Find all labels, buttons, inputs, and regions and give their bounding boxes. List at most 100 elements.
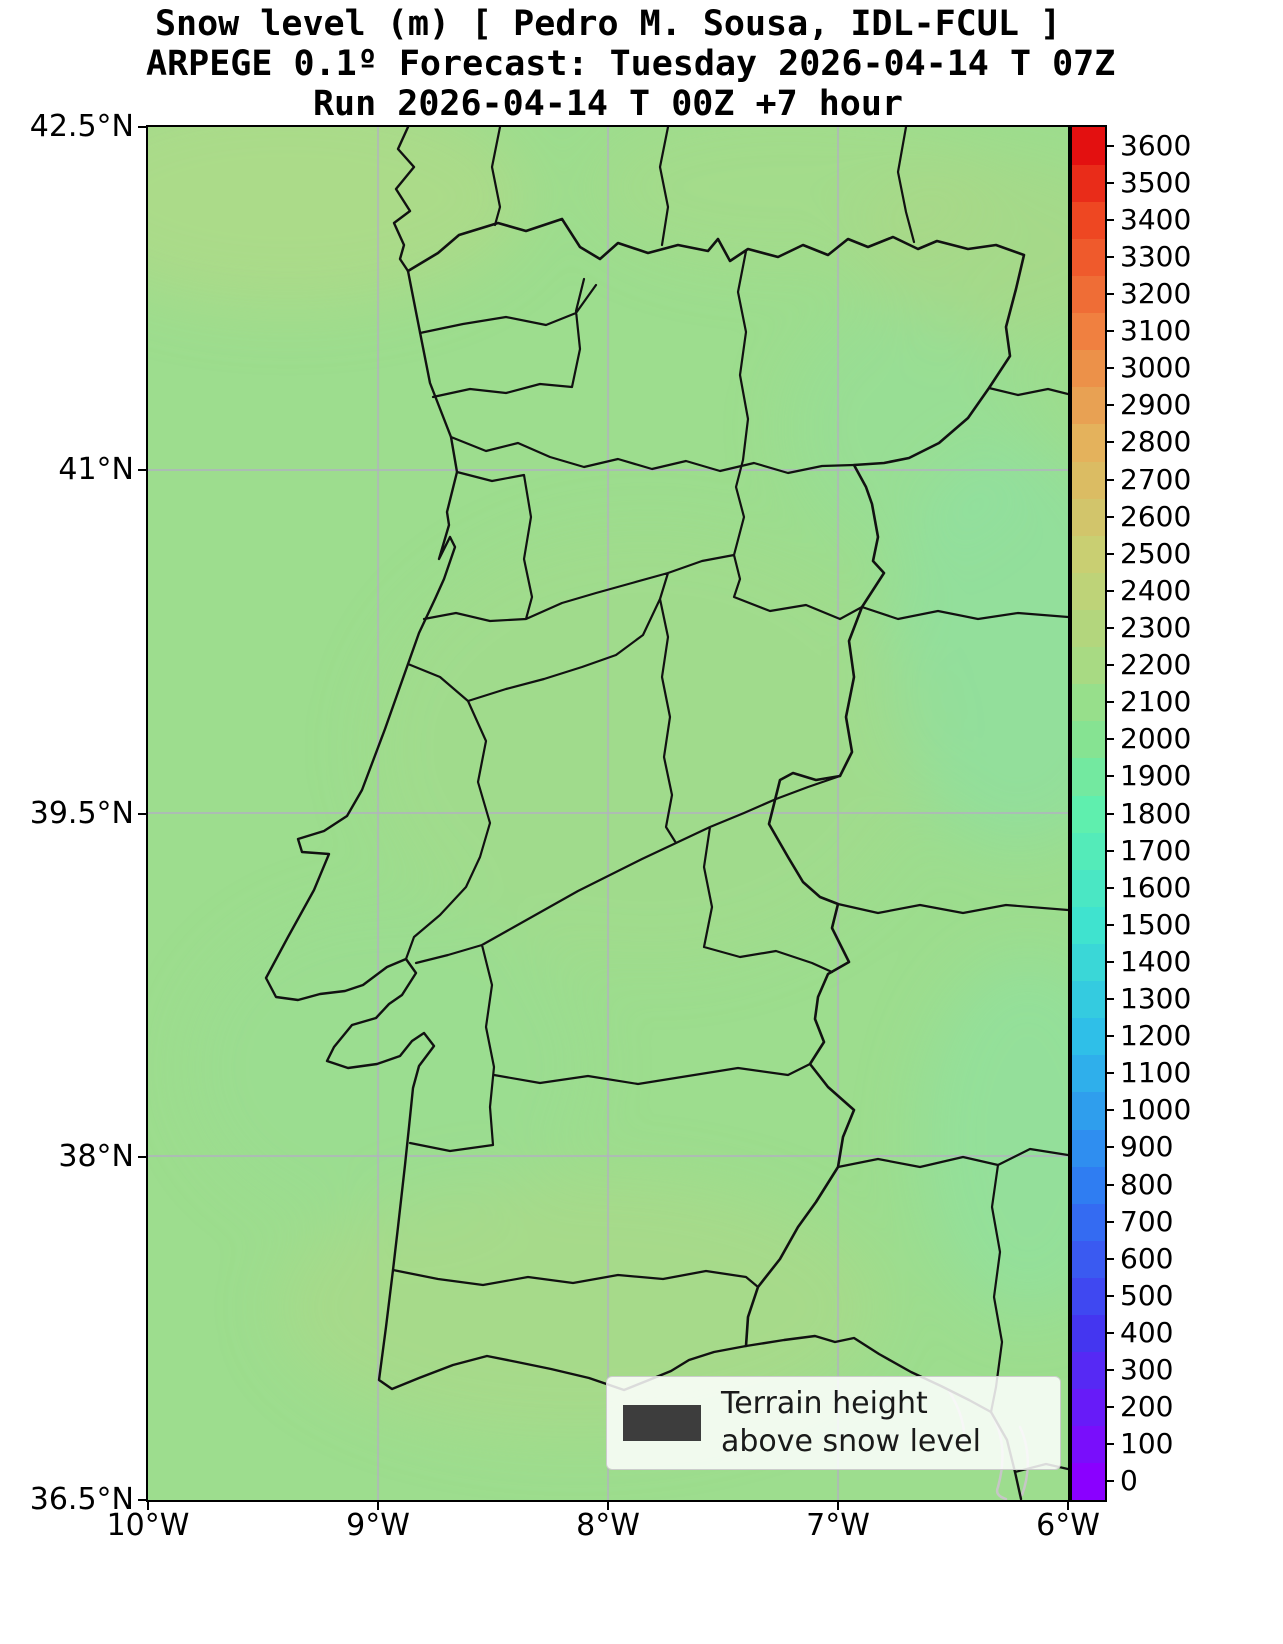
- lat-tick-mark: [138, 1499, 146, 1501]
- colorbar-tick-mark: [1105, 478, 1114, 481]
- district-boundaries-path: [391, 249, 864, 1289]
- colorbar-tick-mark: [1105, 1443, 1114, 1446]
- map-legend: Terrain height above snow level: [606, 1376, 1061, 1470]
- colorbar-tick-mark: [1105, 404, 1114, 407]
- colorbar-tick-label: 1900: [1120, 759, 1192, 793]
- colorbar-cell: [1072, 646, 1105, 685]
- colorbar-tick-mark: [1105, 701, 1114, 704]
- colorbar-tick-label: 600: [1120, 1241, 1174, 1275]
- lat-tick-label: 41°N: [58, 452, 134, 488]
- colorbar-tick-label: 1600: [1120, 870, 1192, 904]
- colorbar-cell: [1072, 498, 1105, 536]
- colorbar-tick-label: 1500: [1120, 907, 1192, 941]
- colorbar-tick-label: 500: [1120, 1278, 1174, 1312]
- colorbar-cell: [1072, 127, 1105, 165]
- colorbar-tick-mark: [1105, 1146, 1114, 1149]
- lat-tick-mark: [138, 812, 146, 815]
- figure-title-block: Snow level (m) [ Pedro M. Sousa, IDL-FCU…: [146, 4, 1116, 124]
- colorbar-tick-label: 1000: [1120, 1093, 1192, 1127]
- colorbar-tick-label: 2800: [1120, 425, 1192, 459]
- colorbar-tick-label: 2600: [1120, 499, 1192, 533]
- colorbar-tick-label: 700: [1120, 1204, 1174, 1238]
- colorbar-cell: [1072, 980, 1105, 1019]
- colorbar-tick-label: 3300: [1120, 239, 1192, 273]
- colorbar-cell: [1072, 201, 1105, 239]
- colorbar-tick-label: 300: [1120, 1353, 1174, 1387]
- colorbar-cell: [1072, 535, 1105, 573]
- colorbar-tick-label: 2500: [1120, 536, 1192, 570]
- lat-tick-mark: [138, 126, 146, 128]
- field-patches: [148, 127, 1068, 1437]
- colorbar-tick-mark: [1105, 812, 1114, 815]
- colorbar-tick-label: 3100: [1120, 314, 1192, 348]
- colorbar-cell: [1072, 1054, 1105, 1093]
- legend-text: Terrain height above snow level: [721, 1385, 981, 1461]
- colorbar-label-layer: 0 100 200 300 400 500 600 700 800 900 1000 1100 1200…: [1120, 127, 1260, 1500]
- colorbar-tick-mark: [1105, 367, 1114, 370]
- lon-tick-mark: [607, 1502, 609, 1510]
- colorbar-cell: [1072, 164, 1105, 202]
- lon-tick-mark: [377, 1502, 379, 1510]
- lat-tick-mark: [138, 1155, 146, 1158]
- boundaries: [264, 127, 1068, 1500]
- colorbar-tick-mark: [1105, 552, 1114, 555]
- colorbar-cell: [1072, 460, 1105, 499]
- colorbar-tick-mark: [1105, 292, 1114, 295]
- lon-tick-label: 10°W: [106, 1508, 190, 1543]
- colorbar-tick-label: 2400: [1120, 573, 1192, 607]
- colorbar-cells: [1072, 127, 1105, 1500]
- colorbar-cell: [1072, 832, 1105, 870]
- legend-line1: Terrain height: [721, 1386, 928, 1421]
- colorbar-cell: [1072, 275, 1105, 314]
- colorbar-tick-label: 900: [1120, 1130, 1174, 1164]
- lat-tick-layer: [138, 126, 146, 1501]
- colorbar-tick-mark: [1105, 1369, 1114, 1372]
- map-plot-area: Terrain height above snow level: [146, 125, 1070, 1502]
- colorbar-tick-label: 2000: [1120, 722, 1192, 756]
- colorbar-tick-mark: [1105, 849, 1114, 852]
- lon-tick-label: 6°W: [1036, 1508, 1100, 1543]
- gridlines: [148, 127, 1068, 1500]
- lat-label-layer: 42.5°N 41°N 39.5°N 38°N 36.5°N: [0, 109, 140, 1517]
- colorbar-tick-mark: [1105, 1257, 1114, 1260]
- colorbar-tick-label: 2200: [1120, 648, 1192, 682]
- colorbar-tick-mark: [1105, 738, 1114, 741]
- colorbar-tick-label: 3500: [1120, 165, 1192, 199]
- lat-tick-label: 42.5°N: [29, 109, 134, 144]
- colorbar-tick-label: 0: [1120, 1464, 1138, 1498]
- colorbar-cell: [1072, 386, 1105, 425]
- lon-tick-label: 8°W: [576, 1508, 640, 1543]
- colorbar-tick-label: 200: [1120, 1390, 1174, 1424]
- colorbar-cell: [1072, 1388, 1105, 1427]
- colorbar-tick-layer: [1105, 127, 1114, 1500]
- colorbar-cell: [1072, 572, 1105, 610]
- colorbar-tick-label: 1400: [1120, 944, 1192, 978]
- colorbar-cell: [1072, 238, 1105, 277]
- colorbar-cell: [1072, 609, 1105, 648]
- colorbar-tick-label: 2700: [1120, 462, 1192, 496]
- colorbar-tick-mark: [1105, 1183, 1114, 1186]
- colorbar-tick-mark: [1105, 775, 1114, 778]
- colorbar-cell: [1072, 869, 1105, 907]
- colorbar-tick-label: 400: [1120, 1316, 1174, 1349]
- colorbar-tick-label: 3200: [1120, 276, 1192, 310]
- colorbar-tick-mark: [1105, 664, 1114, 667]
- colorbar-tick-mark: [1105, 626, 1114, 629]
- colorbar-cell: [1072, 794, 1105, 833]
- lat-tick-label: 38°N: [58, 1138, 134, 1174]
- colorbar-tick-mark: [1105, 1480, 1114, 1483]
- colorbar-tick-mark: [1105, 923, 1114, 926]
- figure-subtitle: ARPEGE 0.1º Forecast: Tuesday 2026-04-14…: [146, 44, 1116, 84]
- colorbar-tick-label: 1100: [1120, 1056, 1192, 1090]
- colorbar-tick-mark: [1105, 441, 1114, 444]
- colorbar-cell: [1072, 312, 1105, 351]
- lon-label-layer: 10°W 9°W 8°W 7°W 6°W: [107, 1508, 1100, 1550]
- lon-tick-mark: [1067, 1502, 1069, 1510]
- colorbar-cell: [1072, 349, 1105, 388]
- colorbar-tick-mark: [1105, 181, 1114, 184]
- map-svg: [148, 127, 1068, 1500]
- lat-tick-mark: [138, 469, 146, 472]
- colorbar: [1070, 125, 1107, 1502]
- colorbar-cell: [1072, 943, 1105, 982]
